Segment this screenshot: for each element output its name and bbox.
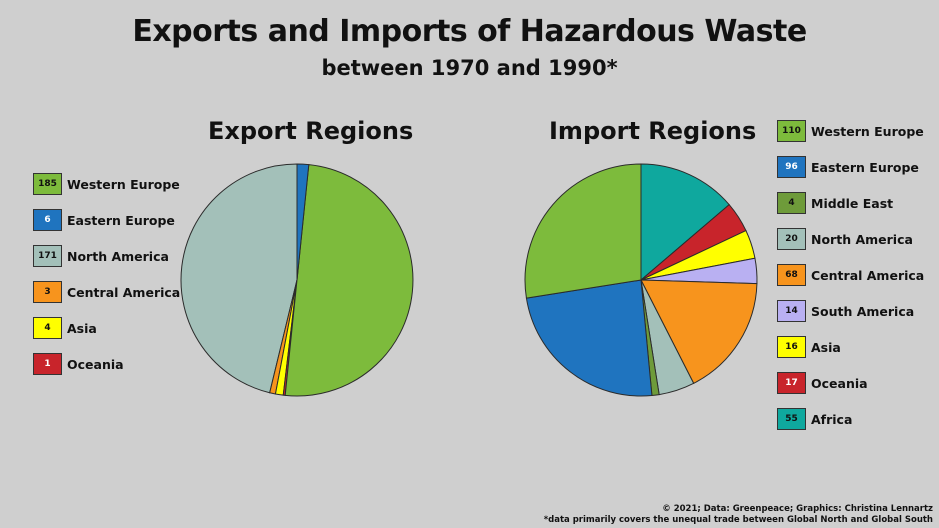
import-legend-label-central-america: Central America (811, 267, 925, 283)
export-legend-label-asia: Asia (67, 320, 97, 336)
export-legend-value-north-america: 171 (33, 245, 62, 267)
import-legend-value-middle-east: 4 (777, 192, 806, 214)
import-legend-value-africa: 55 (777, 408, 806, 430)
import-legend-value-eastern-europe: 96 (777, 156, 806, 178)
export-legend-item-western-europe: 185 Western Europe (33, 172, 180, 196)
export-legend-value-oceania: 1 (33, 353, 62, 375)
import-legend-item-middle-east: 4 Middle East (777, 191, 924, 215)
export-legend-label-oceania: Oceania (67, 356, 124, 372)
import-legend-item-western-europe: 110 Western Europe (777, 119, 924, 143)
import-legend-label-north-america: North America (811, 231, 913, 247)
export-legend-item-oceania: 1 Oceania (33, 352, 180, 376)
import-legend-label-africa: Africa (811, 411, 853, 427)
import-legend-item-north-america: 20 North America (777, 227, 924, 251)
credit-line: © 2021; Data: Greenpeace; Graphics: Chri… (662, 504, 933, 514)
export-pie-title: Export Regions (208, 117, 414, 145)
import-legend-item-asia: 16 Asia (777, 335, 924, 359)
import-legend-item-eastern-europe: 96 Eastern Europe (777, 155, 924, 179)
export-legend-value-eastern-europe: 6 (33, 209, 62, 231)
import-pie-chart (524, 163, 758, 397)
import-legend-label-oceania: Oceania (811, 375, 868, 391)
export-slice-eastern-europe (296, 163, 310, 281)
export-slice-north-america (180, 163, 298, 394)
import-legend-label-western-europe: Western Europe (811, 123, 924, 139)
chart-title: Exports and Imports of Hazardous Waste (132, 14, 807, 49)
import-slice-western-europe (524, 163, 642, 299)
export-legend-label-western-europe: Western Europe (67, 176, 180, 192)
import-legend-item-africa: 55 Africa (777, 407, 924, 431)
import-pie-title: Import Regions (549, 117, 757, 145)
export-legend-item-eastern-europe: 6 Eastern Europe (33, 208, 180, 232)
import-legend-label-south-america: South America (811, 303, 915, 319)
export-legend-label-central-america: Central America (67, 284, 181, 300)
export-pie-chart (180, 163, 414, 397)
import-legend-value-western-europe: 110 (777, 120, 806, 142)
import-legend-label-middle-east: Middle East (811, 195, 894, 211)
export-legend-value-asia: 4 (33, 317, 62, 339)
import-legend-label-eastern-europe: Eastern Europe (811, 159, 919, 175)
export-legend-item-asia: 4 Asia (33, 316, 180, 340)
import-legend-label-asia: Asia (811, 339, 841, 355)
import-legend-item-south-america: 14 South America (777, 299, 924, 323)
import-legend-value-south-america: 14 (777, 300, 806, 322)
import-slice-eastern-europe (525, 279, 653, 397)
footnote: *data primarily covers the unequal trade… (543, 515, 933, 525)
import-legend-item-central-america: 68 Central America (777, 263, 924, 287)
import-legend: 110 Western Europe 96 Eastern Europe 4 Middle… (777, 119, 924, 443)
import-legend-value-asia: 16 (777, 336, 806, 358)
import-slice-africa (640, 163, 730, 282)
export-legend-item-central-america: 3 Central America (33, 280, 180, 304)
export-legend-label-eastern-europe: Eastern Europe (67, 212, 175, 228)
import-legend-value-oceania: 17 (777, 372, 806, 394)
export-legend-value-central-america: 3 (33, 281, 62, 303)
import-slice-central-america (640, 279, 758, 385)
chart-subtitle: between 1970 and 1990* (321, 56, 618, 80)
export-legend-value-western-europe: 185 (33, 173, 62, 195)
export-legend: 185 Western Europe 6 Eastern Europe 171 North… (33, 172, 180, 388)
export-legend-item-north-america: 171 North America (33, 244, 180, 268)
import-legend-item-oceania: 17 Oceania (777, 371, 924, 395)
export-legend-label-north-america: North America (67, 248, 169, 264)
import-legend-value-north-america: 20 (777, 228, 806, 250)
export-slice-western-europe (284, 164, 414, 397)
import-legend-value-central-america: 68 (777, 264, 806, 286)
